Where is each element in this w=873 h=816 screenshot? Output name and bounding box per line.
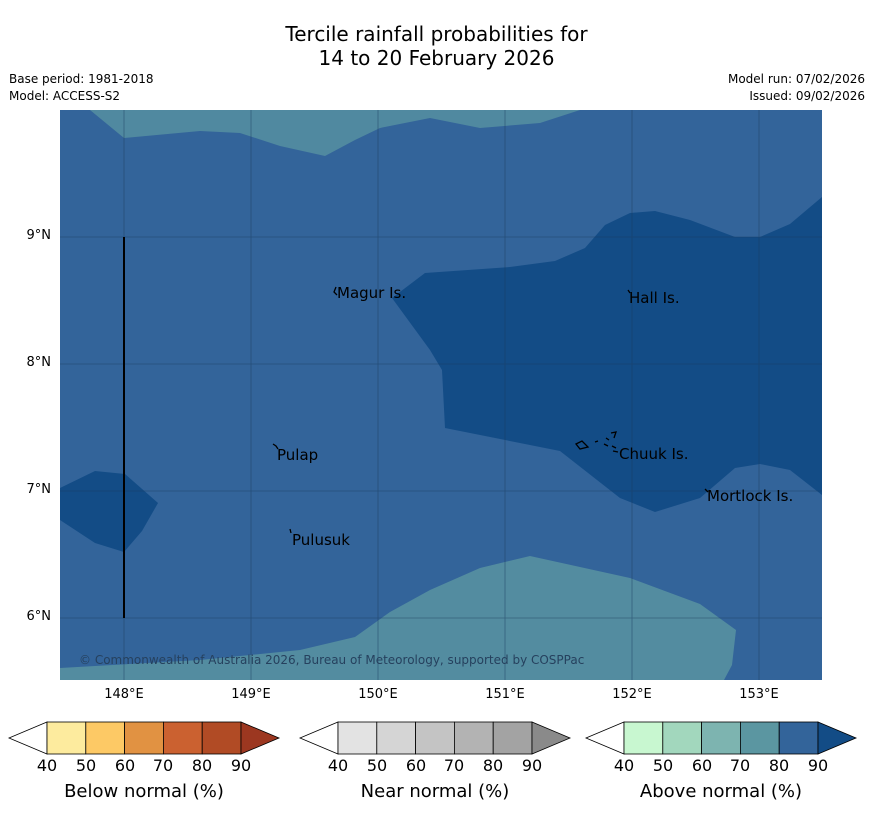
copyright-notice: © Commonwealth of Australia 2026, Bureau… bbox=[79, 653, 585, 667]
region-above-60-70-north bbox=[90, 110, 580, 156]
magur-island-outline bbox=[333, 286, 338, 296]
lon-label-153e: 153°E bbox=[739, 687, 779, 702]
meta-left: Base period: 1981-2018 Model: ACCESS-S2 bbox=[9, 71, 154, 105]
place-label-mortlock: Mortlock Is. bbox=[707, 487, 794, 505]
colorbar-below-bin-40-50 bbox=[46, 721, 87, 755]
tick-near-90: 90 bbox=[521, 756, 543, 775]
colorbar-label-near: Near normal (%) bbox=[360, 781, 510, 802]
place-label-pulusuk: Pulusuk bbox=[292, 531, 350, 549]
lat-label-7n: 7°N bbox=[26, 482, 52, 497]
colorbar-ticks-above: 40 50 60 70 80 90 bbox=[0, 756, 873, 776]
lon-label-151e: 151°E bbox=[485, 687, 525, 702]
colorbar-below-extend-low bbox=[7, 721, 48, 755]
tick-below-80: 80 bbox=[191, 756, 213, 775]
map-title: Tercile rainfall probabilities for 14 to… bbox=[0, 22, 873, 70]
place-label-magur: Magur Is. bbox=[337, 284, 407, 302]
lon-label-152e: 152°E bbox=[612, 687, 652, 702]
lon-label-150e: 150°E bbox=[358, 687, 398, 702]
colorbar-near-bin-60-70 bbox=[415, 721, 455, 755]
colorbar-above-bin-40-50 bbox=[623, 721, 664, 755]
islands bbox=[272, 286, 709, 534]
colorbar-above-bin-50-60 bbox=[662, 721, 702, 755]
colorbar-group bbox=[7, 721, 858, 755]
colorbar-near-bin-80-90 bbox=[492, 721, 533, 755]
colorbar-below-bin-50-60 bbox=[85, 721, 126, 755]
hall-island-outline bbox=[627, 289, 631, 294]
colorbar-near-extend-low bbox=[298, 721, 339, 755]
tick-near-60: 60 bbox=[405, 756, 427, 775]
tick-above-50: 50 bbox=[652, 756, 674, 775]
tick-near-50: 50 bbox=[366, 756, 388, 775]
colorbar-above-bin-80-90 bbox=[778, 721, 819, 755]
model-text: Model: ACCESS-S2 bbox=[9, 89, 121, 103]
colorbar-above-extend-high bbox=[817, 721, 858, 755]
place-label-pulap: Pulap bbox=[277, 446, 319, 464]
lon-label-149e: 149°E bbox=[231, 687, 271, 702]
base-period-text: Base period: 1981-2018 bbox=[9, 72, 154, 86]
colorbar-ticks-near: 40 50 60 70 80 90 bbox=[0, 756, 873, 776]
colorbar-above-bin-70-80 bbox=[740, 721, 780, 755]
lat-label-8n: 8°N bbox=[26, 355, 52, 370]
tick-above-60: 60 bbox=[691, 756, 713, 775]
pulusuk-island-outline bbox=[289, 528, 292, 534]
colorbar-near-bin-40-50 bbox=[337, 721, 378, 755]
lat-label-9n: 9°N bbox=[26, 228, 52, 243]
tick-below-70: 70 bbox=[152, 756, 174, 775]
tick-near-40: 40 bbox=[327, 756, 349, 775]
colorbar-above-extend-low bbox=[584, 721, 625, 755]
tick-below-40: 40 bbox=[36, 756, 58, 775]
issued-text: Issued: 09/02/2026 bbox=[749, 89, 865, 103]
meta-right: Model run: 07/02/2026 Issued: 09/02/2026 bbox=[728, 71, 865, 105]
colorbar-below-bin-80-90 bbox=[201, 721, 242, 755]
title-line-1: Tercile rainfall probabilities for bbox=[285, 22, 588, 46]
colorbar-below-extend-high bbox=[240, 721, 281, 755]
lat-label-6n: 6°N bbox=[26, 609, 52, 624]
colorbar-below-bin-60-70 bbox=[124, 721, 164, 755]
place-label-chuuk: Chuuk Is. bbox=[619, 445, 689, 463]
colorbar-label-below: Below normal (%) bbox=[64, 781, 224, 802]
mortlock-island-outline bbox=[704, 488, 709, 493]
tick-above-70: 70 bbox=[729, 756, 751, 775]
place-label-hall: Hall Is. bbox=[629, 289, 680, 307]
chuuk-lagoon-outline bbox=[574, 431, 619, 453]
region-above-80-90-east bbox=[392, 197, 822, 512]
colorbar-near-bin-70-80 bbox=[453, 721, 494, 755]
pulap-island-outline bbox=[272, 443, 279, 450]
colorbar-near-extend-high bbox=[531, 721, 572, 755]
tick-below-50: 50 bbox=[75, 756, 97, 775]
title-line-2: 14 to 20 February 2026 bbox=[318, 46, 555, 70]
tick-near-80: 80 bbox=[482, 756, 504, 775]
tick-above-40: 40 bbox=[613, 756, 635, 775]
tick-below-90: 90 bbox=[230, 756, 252, 775]
colorbar-near-bin-50-60 bbox=[376, 721, 416, 755]
lon-label-148e: 148°E bbox=[104, 687, 144, 702]
colorbar-above-bin-60-70 bbox=[701, 721, 741, 755]
colorbar-below-bin-70-80 bbox=[162, 721, 203, 755]
tick-above-80: 80 bbox=[768, 756, 790, 775]
tick-above-90: 90 bbox=[807, 756, 829, 775]
model-run-text: Model run: 07/02/2026 bbox=[727, 72, 865, 86]
tick-near-70: 70 bbox=[443, 756, 465, 775]
colorbar-ticks-below: 40 50 60 70 80 90 bbox=[0, 756, 873, 776]
tick-below-60: 60 bbox=[114, 756, 136, 775]
colorbar-label-above: Above normal (%) bbox=[639, 781, 803, 802]
